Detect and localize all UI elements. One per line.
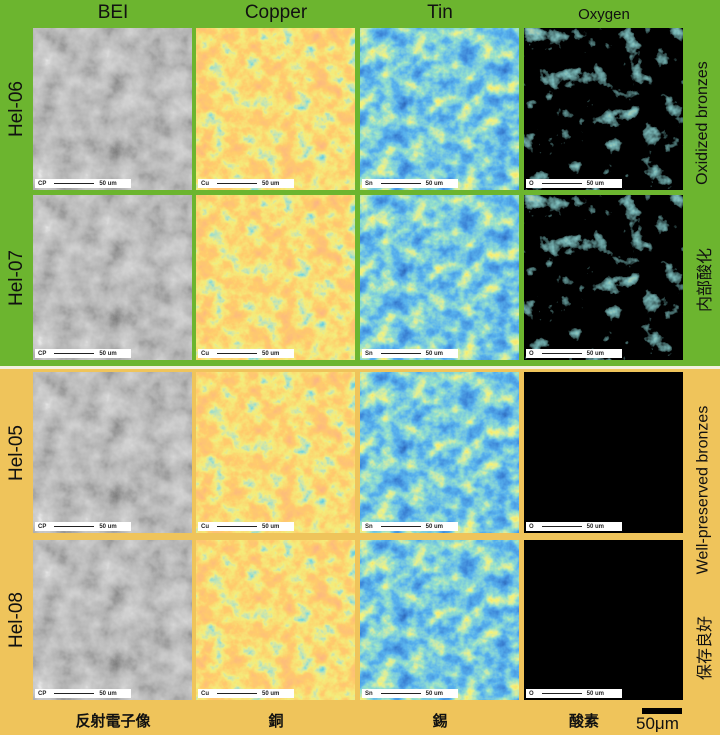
scale-bar [642,708,682,714]
panel-scale-prefix: Sn [365,690,373,697]
panel-scale-bar: O 50 um [526,689,622,698]
panel-scale-prefix: Sn [365,180,373,187]
map-panel-hel-05-tin: Sn 50 um [360,372,519,533]
panel-scale-prefix: CP [38,690,47,697]
panel-scale-text: 50 um [262,690,280,697]
panel-scale-bar: Sn 50 um [362,522,458,531]
panel-scale-text: 50 um [425,690,444,697]
map-panel-hel-06-tin: Sn 50 um [360,28,519,190]
panel-scale-bar: O 50 um [526,522,622,531]
column-header-oxygen: Oxygen [578,6,630,23]
map-panel-hel-07-oxygen: O 50 um [524,195,683,360]
panel-scale-bar: Cu 50 um [198,349,294,358]
panel-scale-text: 50 um [99,350,117,357]
group-label-preserved-ja: 保存良好 [697,615,715,680]
panel-scale-prefix: O [529,523,534,530]
panel-scale-text: 50 um [586,350,605,357]
panel-scale-bar: CP 50 um [35,522,131,531]
panel-scale-bar: Cu 50 um [198,179,294,188]
panel-scale-prefix: Cu [201,180,209,187]
panel-scale-text: 50 um [262,523,280,530]
bottom-label-bei: 反射電子像 [75,713,151,730]
panel-scale-prefix: Sn [365,350,373,357]
panel-scale-text: 50 um [425,523,444,530]
panel-scale-prefix: O [529,690,534,697]
panel-scale-prefix: Sn [365,523,373,530]
panel-scale-prefix: CP [38,180,47,187]
map-panel-hel-07-bei: CP 50 um [33,195,192,360]
bottom-label-oxygen: 酸素 [568,713,599,730]
panel-scale-text: 50 um [99,180,117,187]
panel-scale-prefix: CP [38,350,47,357]
group-divider [0,366,720,369]
map-panel-hel-08-copper: Cu 50 um [196,540,355,700]
map-panel-hel-08-oxygen: O 50 um [524,540,683,700]
panel-scale-prefix: CP [38,523,47,530]
panel-scale-bar: Cu 50 um [198,689,294,698]
bottom-label-copper: 銅 [268,713,284,730]
map-panel-hel-05-oxygen: O 50 um [524,372,683,533]
panel-scale-text: 50 um [425,350,444,357]
panel-scale-text: 50 um [586,523,605,530]
panel-scale-prefix: Cu [201,350,209,357]
panel-scale-bar: CP 50 um [35,689,131,698]
column-header-bei: BEI [97,2,129,23]
column-header-tin: Tin [427,2,453,23]
map-panel-hel-08-tin: Sn 50 um [360,540,519,700]
panel-scale-text: 50 um [99,690,117,697]
map-panel-hel-07-tin: Sn 50 um [360,195,519,360]
map-panel-hel-05-bei: CP 50 um [33,372,192,533]
panel-scale-bar: CP 50 um [35,349,131,358]
map-panel-hel-06-bei: CP 50 um [33,28,192,190]
row-label-hel-08: Hel-08 [6,592,28,648]
row-label-hel-06: Hel-06 [6,81,28,137]
column-header-copper: Copper [244,2,308,23]
group-label-oxidized-en: Oxidized bronzes [694,61,711,185]
panel-scale-bar: CP 50 um [35,179,131,188]
map-panel-hel-05-copper: Cu 50 um [196,372,355,533]
panel-scale-bar: Cu 50 um [198,522,294,531]
panel-scale-bar: Sn 50 um [362,179,458,188]
row-label-hel-05: Hel-05 [6,424,28,481]
panel-scale-bar: Sn 50 um [362,689,458,698]
scale-bar-label: 50μm [636,714,679,733]
panel-scale-text: 50 um [586,690,605,697]
group-label-oxidized-ja: 内部酸化 [697,247,715,313]
panel-scale-text: 50 um [425,180,444,187]
panel-scale-bar: O 50 um [526,349,622,358]
map-panel-hel-08-bei: CP 50 um [33,540,192,700]
map-panel-hel-06-oxygen: O 50 um [524,28,683,190]
panel-scale-text: 50 um [262,350,280,357]
panel-scale-prefix: O [529,350,534,357]
panel-scale-text: 50 um [99,523,117,530]
panel-scale-text: 50 um [586,180,605,187]
bottom-label-tin: 錫 [432,713,448,730]
panel-scale-prefix: Cu [201,690,209,697]
panel-scale-bar: O 50 um [526,179,622,188]
panel-scale-prefix: O [529,180,534,187]
row-label-hel-07: Hel-07 [6,249,28,306]
panel-scale-text: 50 um [262,180,280,187]
group-label-preserved-en: Well-preserved bronzes [694,405,712,575]
map-panel-hel-06-copper: Cu 50 um [196,28,355,190]
panel-scale-bar: Sn 50 um [362,349,458,358]
panel-scale-prefix: Cu [201,523,209,530]
map-panel-hel-07-copper: Cu 50 um [196,195,355,360]
